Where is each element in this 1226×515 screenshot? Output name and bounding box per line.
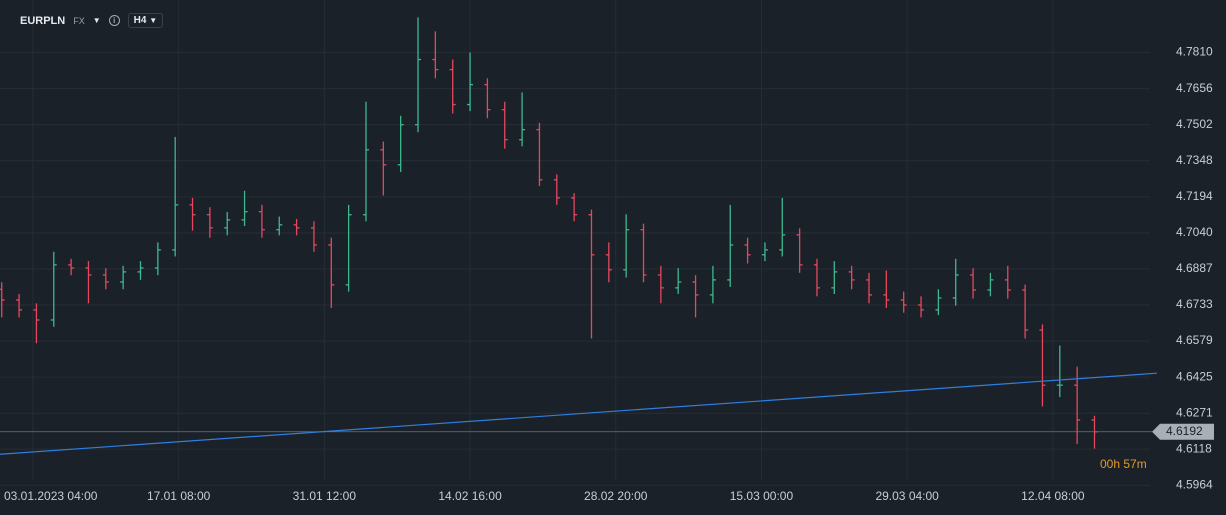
countdown: 00h 57m [1100, 457, 1147, 471]
ohlc-bar [258, 204, 265, 238]
ohlc-bar [935, 289, 942, 316]
y-tick-label: 4.6271 [1176, 405, 1213, 419]
y-tick-label: 4.7194 [1176, 189, 1213, 203]
ohlc-bar [744, 237, 751, 264]
ohlc-bar [120, 265, 127, 290]
ohlc-bar [970, 268, 977, 299]
ohlc-bar [519, 92, 526, 147]
ohlc-bar [1022, 284, 1029, 339]
ohlc-bar [692, 275, 699, 318]
ohlc-bar [987, 272, 994, 297]
ohlc-bar [623, 214, 630, 278]
ohlc-bar [224, 211, 231, 236]
x-tick-label: 28.02 20:00 [584, 489, 648, 503]
ohlc-bar [536, 122, 543, 187]
y-tick-label: 4.7502 [1176, 117, 1213, 131]
ohlc-bar [50, 251, 57, 327]
ohlc-bar [397, 115, 404, 173]
ohlc-bar [709, 265, 716, 304]
ohlc-bar [362, 101, 369, 222]
y-tick-label: 4.6425 [1176, 369, 1213, 383]
ohlc-bar [16, 293, 23, 318]
ohlc-bar [761, 242, 768, 262]
x-tick-label: 17.01 08:00 [147, 489, 211, 503]
ohlc-bar [189, 197, 196, 231]
y-tick-label: 4.6733 [1176, 297, 1213, 311]
y-tick-label: 4.7810 [1176, 45, 1213, 59]
ohlc-bar [1039, 324, 1046, 407]
interval-selector[interactable]: H4 ▼ [127, 13, 164, 28]
ohlc-bar [1074, 366, 1081, 444]
ohlc-bar [588, 209, 595, 339]
ohlc-bar [605, 242, 612, 283]
ohlc-bar [1091, 415, 1098, 449]
ohlc-bar [727, 204, 734, 287]
ohlc-bar [415, 17, 422, 133]
x-tick-label: 31.01 12:00 [293, 489, 357, 503]
x-tick-label: 12.04 08:00 [1021, 489, 1085, 503]
ohlc-bar [900, 291, 907, 313]
x-tick-label: 29.03 04:00 [875, 489, 939, 503]
ohlc-bar [172, 136, 179, 257]
ohlc-bar [467, 52, 474, 112]
ohlc-bar [206, 207, 213, 238]
ohlc-bar [68, 258, 75, 276]
ohlc-bar [137, 261, 144, 280]
info-icon[interactable]: i [108, 15, 120, 26]
ohlc-bar [484, 78, 491, 119]
x-tick-label: 03.01.2023 04:00 [4, 489, 98, 503]
y-tick-label: 4.6579 [1176, 333, 1213, 347]
y-tick-label: 4.7040 [1176, 225, 1213, 239]
ohlc-bar [449, 59, 456, 114]
y-tick-label: 4.5964 [1176, 477, 1213, 491]
ohlc-bar [952, 258, 959, 306]
last-price-label: 4.6192 [1166, 424, 1203, 438]
ohlc-bar [501, 101, 508, 149]
ohlc-bar [796, 228, 803, 273]
ohlc-bar [779, 197, 786, 257]
ohlc-bar [657, 265, 664, 304]
price-badge [1152, 423, 1214, 440]
ohlc-bar [380, 141, 387, 196]
symbol[interactable]: EURPLN [20, 14, 66, 27]
ohlc-bar [241, 190, 248, 226]
dropdown-icon[interactable]: ▼ [92, 16, 101, 25]
ohlc-bar [813, 258, 820, 297]
ohlc-bar [102, 268, 109, 290]
interval: H4 [133, 15, 147, 26]
ohlc-bar [0, 282, 5, 318]
ohlc-bar [33, 303, 40, 344]
ohlc-bar [866, 272, 873, 304]
ohlc-bar [85, 261, 92, 304]
ohlc-bar [883, 270, 890, 309]
y-tick-label: 4.6118 [1176, 441, 1212, 455]
ohlc-bar [1004, 265, 1011, 299]
ohlc-bar [328, 237, 335, 309]
x-tick-label: 14.02 16:00 [438, 489, 502, 503]
ohlc-bar [310, 221, 317, 252]
ohlc-bar [432, 31, 439, 79]
ohlc-bar [640, 223, 647, 283]
ohlc-bar [831, 261, 838, 294]
ohlc-bar [154, 242, 161, 276]
ohlc-bar [553, 174, 560, 205]
header: EURPLN FX ▼ i H4 ▼ [20, 13, 164, 28]
ohlc-bar [1056, 345, 1063, 398]
y-tick-label: 4.7656 [1176, 81, 1213, 95]
ohlc-bar [345, 204, 352, 292]
trendline [0, 372, 1157, 455]
ohlc-bar [293, 218, 300, 236]
y-tick-label: 4.7348 [1176, 153, 1213, 167]
ohlc-bar [571, 193, 578, 222]
ohlc-bar [276, 216, 283, 236]
ohlc-bar [675, 268, 682, 294]
y-tick-label: 4.6887 [1176, 261, 1213, 275]
x-tick-label: 15.03 00:00 [730, 489, 794, 503]
market: FX [73, 15, 85, 26]
ohlc-bar [848, 265, 855, 290]
ohlc-bar [918, 296, 925, 318]
